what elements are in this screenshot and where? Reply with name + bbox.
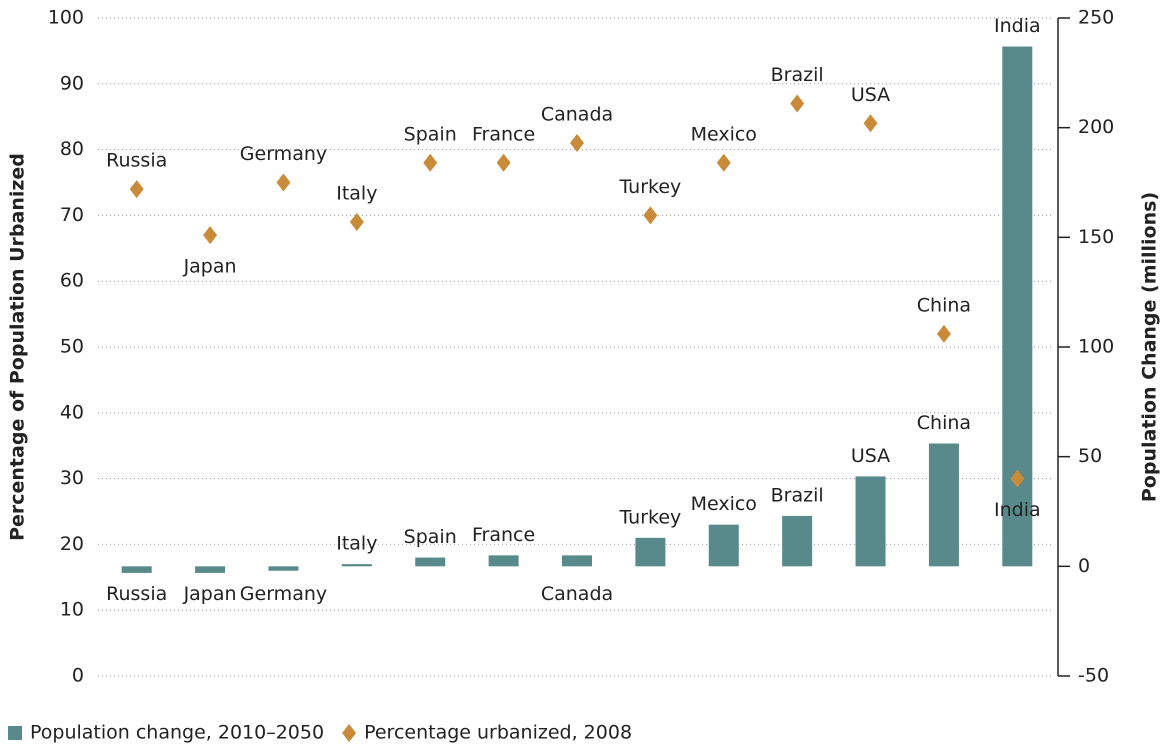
diamond-marker: [863, 114, 878, 133]
bar: [121, 566, 152, 573]
y2-tick-label: 100: [1078, 336, 1114, 358]
bar: [855, 476, 886, 567]
y-tick-label: 10: [60, 599, 84, 621]
y2-tick-label: 0: [1078, 555, 1090, 577]
diamond-marker: [936, 324, 951, 343]
bar-label: Japan: [183, 583, 237, 605]
diamond-marker: [1010, 469, 1025, 488]
point-label: Japan: [183, 256, 237, 278]
y2-axis-label: Population Change (millions): [1139, 192, 1161, 502]
point-label: France: [472, 123, 535, 145]
diamond-marker: [643, 206, 658, 225]
point-label: USA: [851, 84, 890, 106]
bar: [635, 537, 666, 567]
legend-swatch: [342, 724, 357, 742]
point-label: Italy: [336, 182, 377, 204]
point-label: Mexico: [691, 123, 757, 145]
diamond-marker: [276, 173, 291, 192]
bar-label: Spain: [404, 526, 457, 548]
y2-tick-label: 50: [1078, 445, 1102, 467]
bar-label: Germany: [240, 583, 327, 605]
diamond-marker: [129, 180, 144, 199]
y-axis-label: Percentage of Population Urbanized: [7, 153, 29, 541]
bar: [415, 557, 446, 567]
bar: [488, 555, 519, 567]
bar-label: France: [472, 524, 535, 546]
y-tick-label: 100: [48, 7, 84, 29]
point-label: India: [994, 499, 1041, 521]
y2-tick-label: 150: [1078, 226, 1114, 248]
legend-swatch: [8, 726, 22, 740]
y-tick-label: 70: [60, 204, 84, 226]
y2-tick-label: 200: [1078, 116, 1114, 138]
y-tick-label: 90: [60, 72, 84, 94]
bar-label: Brazil: [771, 484, 824, 506]
bar: [928, 443, 959, 567]
bar-label: Canada: [541, 583, 613, 605]
y2-tick-label: 250: [1078, 7, 1114, 29]
diamond-marker: [496, 153, 511, 172]
point-label: Canada: [541, 104, 613, 126]
bar-label: Mexico: [691, 493, 757, 515]
bar: [195, 566, 226, 573]
bar-label: India: [994, 15, 1041, 37]
diamond-marker: [349, 212, 364, 231]
bar: [782, 515, 813, 567]
bar-label: Turkey: [618, 506, 681, 528]
y-tick-label: 40: [60, 401, 84, 423]
y-tick-label: 20: [60, 533, 84, 555]
diamond-marker: [570, 134, 584, 153]
bar: [1002, 46, 1033, 567]
point-label: Spain: [404, 123, 457, 145]
bar-label: Russia: [106, 583, 167, 605]
y-tick-label: 80: [60, 138, 84, 160]
y-tick-label: 0: [72, 665, 84, 687]
point-label: Brazil: [771, 64, 824, 86]
bar: [268, 566, 299, 571]
diamond-marker: [423, 153, 438, 172]
point-label: China: [917, 294, 971, 316]
diamond-marker: [716, 153, 731, 172]
bar-label: China: [917, 412, 971, 434]
bar: [341, 564, 372, 567]
y-tick-label: 60: [60, 270, 84, 292]
bar-label: USA: [851, 445, 890, 467]
bar-label: Italy: [336, 533, 377, 555]
diamond-marker: [790, 94, 805, 113]
point-label: Russia: [106, 150, 167, 172]
point-label: Germany: [240, 143, 327, 165]
bar: [708, 524, 739, 567]
y-tick-label: 30: [60, 467, 84, 489]
diamond-marker: [203, 226, 218, 245]
legend-label: Population change, 2010–2050: [30, 722, 324, 744]
legend-label: Percentage urbanized, 2008: [364, 722, 632, 744]
y2-tick-label: -50: [1078, 665, 1109, 687]
y-tick-label: 50: [60, 336, 84, 358]
point-label: Turkey: [618, 176, 681, 198]
bar: [562, 555, 592, 567]
